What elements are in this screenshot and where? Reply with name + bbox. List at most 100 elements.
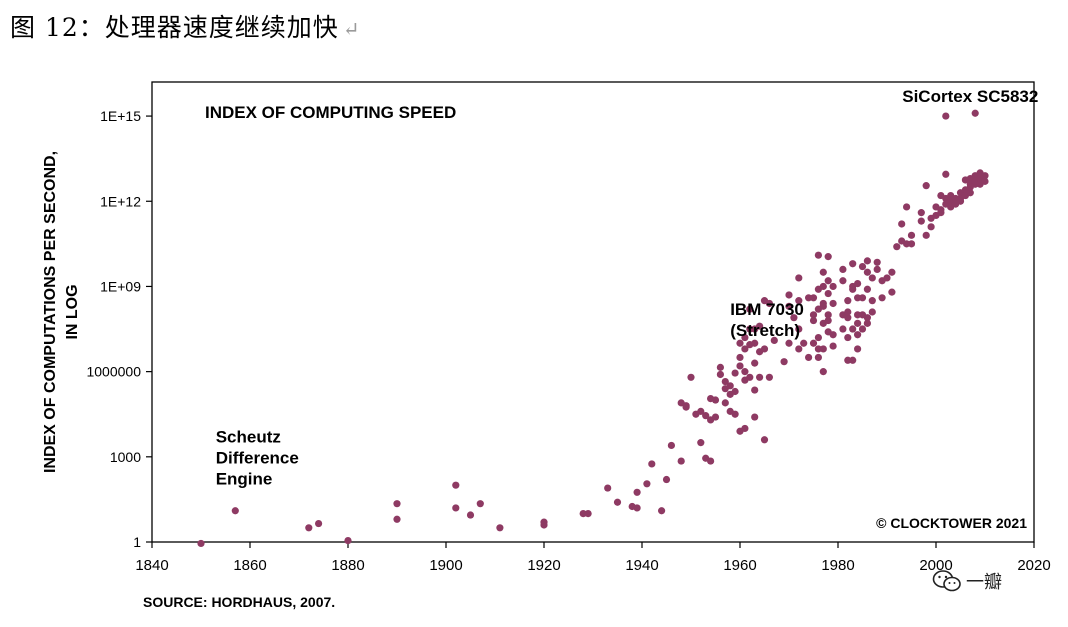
annotation-line: Difference [216, 449, 299, 468]
data-point [829, 342, 837, 350]
data-point [863, 314, 872, 322]
data-point [824, 277, 832, 285]
data-point [795, 274, 803, 282]
data-point [819, 299, 827, 308]
data-point [687, 373, 695, 381]
data-point [795, 345, 803, 353]
y-axis-label-line-2: IN LOG [64, 284, 81, 339]
data-point [903, 203, 911, 211]
plot-frame [151, 81, 1035, 543]
data-point [711, 413, 720, 421]
data-point [643, 480, 651, 488]
data-point [765, 299, 774, 308]
data-point [711, 396, 720, 404]
watermark: 一瓣 [932, 568, 1002, 594]
annotation-line: Scheutz [216, 428, 281, 447]
data-point [888, 288, 896, 296]
annotation: Scheutz Difference Engine [216, 428, 299, 489]
annotation-line: Engine [216, 470, 273, 489]
annotation: SiCortex SC5832 [902, 87, 1038, 106]
data-point [736, 353, 744, 362]
data-point [633, 504, 641, 512]
data-point [829, 331, 837, 339]
data-point [231, 507, 239, 515]
data-point [858, 325, 867, 333]
x-tick-label: 2000 [919, 557, 952, 574]
data-point [809, 294, 818, 302]
data-point [873, 258, 881, 266]
data-point [868, 274, 876, 282]
y-axis-label-line-1: INDEX OF COMPUTATIONS PER SECOND, [42, 151, 59, 473]
data-point [971, 109, 979, 117]
x-tick-label: 2020 [1017, 557, 1050, 574]
annotation-line: IBM 7030 [730, 300, 804, 319]
data-point [315, 519, 323, 528]
data-point [814, 333, 823, 342]
data-point [819, 368, 827, 376]
data-point [795, 297, 803, 305]
data-point [716, 370, 725, 379]
data-point [584, 510, 592, 518]
y-tick-label: 1 [133, 534, 141, 550]
data-point [849, 356, 857, 364]
data-point [770, 336, 778, 344]
data-point [785, 291, 793, 299]
data-point [898, 220, 906, 228]
data-point [760, 345, 769, 353]
chart-title: INDEX OF COMPUTING SPEED [205, 103, 456, 122]
data-point [858, 294, 867, 302]
data-point [682, 402, 690, 410]
data-point [873, 265, 881, 274]
data-point [819, 268, 827, 276]
data-point [824, 253, 832, 261]
data-point [662, 475, 671, 484]
data-point [844, 314, 852, 322]
data-point [888, 268, 896, 276]
data-point [858, 262, 867, 271]
data-point [942, 170, 950, 178]
y-axis-ticks: 1 1000 1000000 1E+09 1E+12 1E+15 [86, 108, 152, 550]
x-tick-label: 1980 [821, 557, 854, 574]
data-point [741, 345, 749, 353]
data-point [452, 504, 460, 512]
x-tick-label: 1860 [233, 557, 266, 574]
data-point [854, 331, 862, 339]
data-point [731, 369, 739, 377]
data-point [677, 457, 685, 465]
data-point [721, 377, 729, 386]
data-point [849, 325, 857, 333]
data-point [800, 339, 808, 347]
data-point [907, 240, 916, 248]
data-point [393, 515, 401, 523]
data-point [868, 297, 876, 305]
x-axis-ticks: 1840 1860 1880 1900 1920 1940 1960 1980 2000 2020 [135, 542, 1051, 574]
data-point [942, 112, 950, 120]
data-point [981, 172, 989, 180]
data-point [756, 373, 764, 381]
data-point [814, 353, 823, 362]
data-point [814, 251, 823, 259]
data-point [854, 319, 862, 327]
data-point [854, 280, 862, 288]
data-point [829, 299, 837, 308]
data-point [844, 308, 852, 316]
data-point [854, 345, 862, 353]
data-point [824, 289, 832, 298]
data-point [824, 316, 832, 325]
y-tick-label: 1E+09 [100, 278, 141, 294]
data-point [809, 316, 818, 325]
data-points [197, 109, 989, 548]
source-note: SOURCE: HORDHAUS, 2007. [143, 594, 336, 610]
data-point [736, 362, 744, 370]
data-point [305, 524, 313, 532]
data-point [863, 319, 872, 327]
x-tick-label: 1900 [429, 557, 462, 574]
x-tick-label: 1940 [625, 557, 658, 574]
figure-caption: 图 12：处理器速度继续加快 ↵ [10, 13, 361, 42]
data-point [765, 373, 774, 381]
data-point [819, 282, 827, 291]
data-point [863, 268, 872, 276]
data-point [741, 368, 749, 376]
return-glyph-icon: ↵ [342, 17, 361, 41]
data-point [922, 231, 930, 239]
